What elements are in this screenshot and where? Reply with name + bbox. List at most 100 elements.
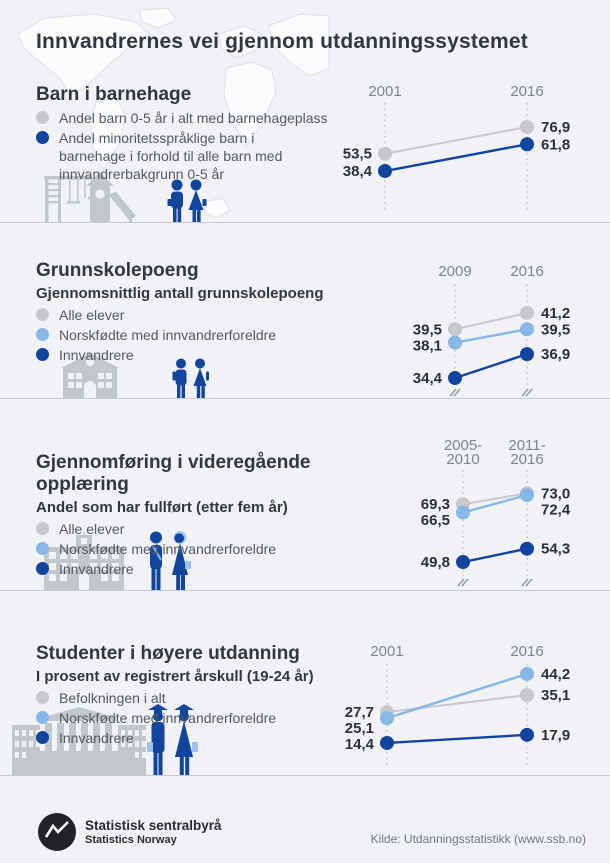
year-label: 2016	[510, 83, 543, 100]
value-label: 69,3	[421, 496, 450, 513]
chart-line	[462, 493, 528, 514]
axis-break-mark	[457, 578, 465, 587]
axis-break-mark	[461, 578, 469, 587]
legend-label: Alle elever	[59, 521, 125, 537]
children-icon	[167, 179, 207, 223]
world-map-backdrop	[17, 7, 330, 219]
legend-item: Innvandrere	[36, 560, 396, 578]
value-label: 39,5	[541, 321, 570, 338]
chart-dot	[520, 488, 534, 503]
chart-line	[386, 733, 528, 745]
chart-dot	[520, 347, 534, 362]
value-label: 17,9	[541, 727, 570, 744]
axis-break-mark	[521, 388, 529, 397]
ssb-logo-text: Statistisk sentralbyrå Statistics Norway	[85, 818, 222, 846]
axis-break-mark	[453, 388, 461, 397]
value-label: 72,4	[541, 501, 571, 518]
chart-dot	[448, 322, 462, 337]
legend-dot-darkblue	[36, 731, 49, 744]
chart-line	[462, 492, 528, 506]
legend-label: Befolkningen i alt	[59, 690, 166, 706]
legend: Alle elever Norskfødte med innvandrerfor…	[36, 520, 396, 578]
ssb-logo: Statistisk sentralbyrå Statistics Norway	[38, 813, 222, 851]
ssb-logo-icon	[38, 813, 76, 851]
legend-dot-gray	[36, 308, 49, 321]
chart-line	[386, 694, 528, 714]
year-label: 2009	[438, 263, 471, 280]
section-subtitle: Gjennomsnittlig antall grunnskolepoeng	[36, 285, 324, 302]
chart-line	[454, 352, 528, 380]
section-divider	[0, 222, 610, 223]
legend-label: Norskfødte med innvandrerforeldre	[59, 541, 277, 557]
legend: Alle elever Norskfødte med innvandrerfor…	[36, 306, 348, 364]
legend-item: Alle elever	[36, 520, 396, 538]
year-label: 2011-2016	[508, 437, 545, 468]
playground-icon	[44, 168, 136, 222]
value-label: 73,0	[541, 485, 570, 502]
axis-break-mark	[525, 388, 533, 397]
legend-dot-gray	[36, 522, 49, 535]
section-subtitle: I prosent av registrert årskull (19-24 å…	[36, 668, 314, 685]
chart-line	[384, 126, 528, 155]
teens-icon	[146, 531, 194, 590]
value-label: 39,5	[413, 321, 442, 338]
legend-label: Andel barn 0-5 år i alt med barnehagepla…	[59, 110, 328, 126]
section-title: Grunnskolepoeng	[36, 260, 199, 281]
highschool-icon	[44, 530, 124, 590]
year-label: 2016	[510, 643, 543, 660]
value-label: 53,5	[343, 146, 372, 163]
legend-dot-lightblue	[36, 711, 49, 724]
legend-item: Alle elever	[36, 306, 348, 324]
axis-break-mark	[525, 578, 533, 587]
chart-dot	[378, 164, 392, 179]
section-divider	[0, 590, 610, 591]
chart-dot	[520, 541, 534, 556]
chart-dot	[448, 371, 462, 386]
section-title: Barn i barnehage	[36, 84, 192, 105]
legend-item: Norskfødte med innvandrerforeldre	[36, 709, 348, 727]
legend-item: Innvandrere	[36, 346, 348, 364]
axis-break-mark	[449, 388, 457, 397]
section-hoyere: Studenter i høyere utdanning I prosent a…	[36, 643, 348, 747]
chart-dot	[520, 120, 534, 135]
legend-item: Norskfødte med innvandrerforeldre	[36, 326, 348, 344]
pupils-icon	[172, 358, 210, 398]
chart-dot	[520, 688, 534, 703]
value-label: 49,8	[421, 554, 450, 571]
legend-item: Andel barn 0-5 år i alt med barnehagepla…	[36, 109, 348, 127]
legend-dot-darkblue	[36, 562, 49, 575]
chart-line	[454, 328, 528, 344]
legend-label: Innvandrere	[59, 561, 134, 577]
value-label: 38,1	[413, 337, 442, 354]
year-label: 2005-2010	[444, 437, 482, 468]
page-title: Innvandrernes vei gjennom utdanningssyst…	[36, 30, 528, 53]
chart-line	[454, 312, 528, 331]
value-label: 14,4	[345, 736, 375, 753]
value-label: 35,1	[541, 687, 570, 704]
legend-item: Norskfødte med innvandrerforeldre	[36, 540, 396, 558]
chart-line	[384, 143, 528, 173]
legend-dot-lightblue	[36, 328, 49, 341]
org-name-en: Statistics Norway	[85, 834, 177, 846]
chart-dot	[520, 666, 534, 681]
chart-dot	[520, 727, 534, 742]
school-icon	[56, 352, 124, 398]
axis-break-mark	[521, 578, 529, 587]
legend-label: Innvandrere	[59, 347, 134, 363]
chart-dot	[448, 335, 462, 350]
section-grunnskole: Grunnskolepoeng Gjennomsnittlig antall g…	[36, 260, 348, 364]
year-label: 2001	[368, 83, 401, 100]
legend: Andel barn 0-5 år i alt med barnehagepla…	[36, 109, 348, 183]
legend-label: Andel minoritetsspråklige barn i barneha…	[59, 130, 283, 182]
legend-dot-darkblue	[36, 131, 49, 144]
value-label: 36,9	[541, 346, 570, 363]
chart-dot	[520, 322, 534, 337]
section-subtitle: Andel som har fullført (etter fem år)	[36, 499, 288, 516]
year-label: 2001	[370, 643, 403, 660]
legend-item: Befolkningen i alt	[36, 689, 348, 707]
chart-dot	[380, 735, 394, 750]
chart-dot	[456, 555, 470, 570]
legend-item: Innvandrere	[36, 729, 348, 747]
